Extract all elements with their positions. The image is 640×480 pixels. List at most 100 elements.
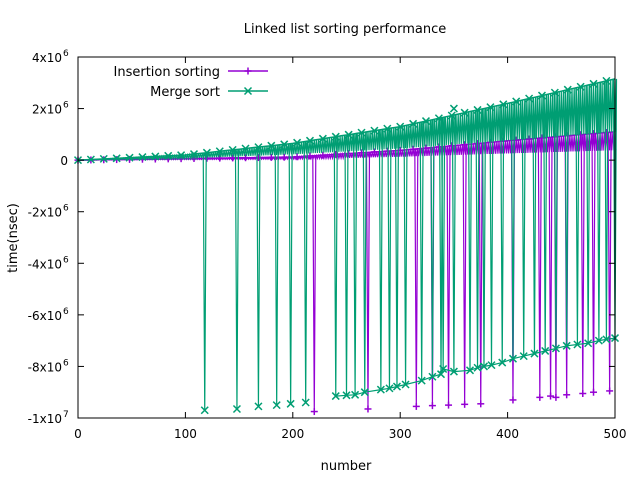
series-1-point-5 (301, 398, 310, 407)
x-tick-label-3: 300 (389, 427, 412, 441)
series-1-trend-point-384 (486, 103, 495, 112)
series-1-trend-point-432 (537, 91, 546, 100)
series-0-trend-point-324 (422, 144, 430, 152)
plot-area (73, 76, 620, 416)
series-0-point-10 (552, 393, 560, 401)
series-1-trend-point-444 (550, 88, 559, 97)
y-tick-label-0: 4x10 (32, 51, 62, 65)
series-0-trend-point-120 (203, 154, 211, 162)
series-1-spike-4 (288, 143, 293, 404)
series-1-trend-point-60 (138, 153, 147, 162)
x-tick-label-2: 200 (281, 427, 304, 441)
series-1-trend-point-396 (499, 100, 508, 109)
series-0-trend-point-156 (242, 154, 250, 162)
y-tick-label-6: -8x10 (28, 360, 62, 374)
series-1-trend-point-288 (383, 124, 392, 133)
series-1-point-2 (254, 402, 263, 411)
series-0-trend-point-240 (332, 150, 340, 158)
series-0-spike-0 (312, 155, 317, 412)
legend-swatch-insertion (228, 67, 268, 75)
x-axis: 0 100 200 300 400 500 (74, 57, 626, 441)
series-1-spike-0 (202, 152, 207, 411)
x-tick-label-0: 0 (74, 427, 82, 441)
series-1-point-3 (272, 401, 281, 410)
series-1-trend-point-192 (280, 140, 289, 149)
series-0-trend-point-288 (383, 147, 391, 155)
series-0-spike-1 (365, 152, 371, 409)
legend-marker-1 (243, 86, 253, 96)
series-1-peak-point (449, 104, 458, 113)
y-tick-label-1: 2x10 (32, 103, 62, 117)
series-0-trend-point-312 (409, 145, 417, 153)
series-1-trend-point-48 (125, 153, 134, 162)
series-0-trend-point-336 (435, 143, 443, 151)
series-1-spike-6 (333, 136, 338, 397)
y-tick-label-2: 0 (60, 154, 68, 168)
series-0-point-12 (579, 390, 587, 398)
series-0-spike-9 (548, 137, 553, 397)
series-0-point-2 (412, 402, 420, 410)
series-1-spike-10 (378, 129, 383, 390)
series-1-spike-9 (362, 132, 367, 393)
series-1-spike-14 (419, 121, 424, 381)
series-0-trend-point-192 (280, 153, 288, 161)
series-1-trend-point-480 (589, 79, 598, 88)
legend-label-merge: Merge sort (150, 85, 220, 100)
series-0-trend-point-360 (461, 141, 469, 149)
plot-frame (77, 56, 616, 419)
series-1-trend-point-408 (512, 97, 521, 106)
series-0-spike-8 (537, 138, 542, 398)
series-1-trend-point-12 (86, 155, 95, 164)
series-1-trend-point-120 (202, 148, 211, 157)
series-0-spike-13 (591, 133, 596, 393)
series-0-point-9 (547, 392, 555, 400)
series-0-point-6 (477, 400, 485, 408)
chart-title: Linked list sorting performance (244, 22, 446, 37)
series-0-trend-point-480 (590, 130, 598, 138)
series-1-spike-22 (489, 106, 494, 366)
series-1-trend-point-252 (344, 130, 353, 139)
series-1-spike-33 (604, 80, 609, 340)
series-0-spike-4 (446, 146, 451, 406)
series-1-trend-point-456 (563, 85, 572, 94)
y-tick-exponent-5: 6 (63, 307, 69, 317)
legend-label-insertion: Insertion sorting (114, 65, 221, 80)
series-1 (73, 76, 620, 415)
series-0-spike-12 (580, 134, 585, 394)
series-1-trend-point-108 (189, 150, 199, 159)
series-1-trend-point-24 (99, 154, 108, 163)
series-0-point-3 (428, 402, 436, 410)
series-0-spike-5 (462, 144, 467, 405)
series-1-trend-point-336 (434, 114, 443, 123)
series-1-trend-point-420 (525, 94, 534, 103)
series-0-point-13 (590, 388, 598, 396)
series-1-trend-point-240 (331, 132, 340, 141)
series-1-trend-point-96 (177, 151, 186, 160)
series-0-trend-point-168 (254, 154, 262, 162)
series-1-trend-point-216 (305, 136, 315, 145)
y-tick-exponent-1: 6 (63, 101, 69, 111)
y-tick-exponent-3: 6 (63, 204, 69, 214)
series-1-point-1 (232, 404, 241, 414)
series-0-spike-14 (607, 132, 612, 391)
series-1-spike-18 (451, 115, 456, 372)
series-1-spike-7 (344, 134, 349, 396)
series-1-point-0 (200, 406, 209, 415)
series-1-trend-point-204 (293, 138, 302, 147)
x-tick-label-1: 100 (174, 427, 197, 441)
y-axis-label: time(nsec) (6, 203, 21, 273)
y-tick-label-5: -6x10 (28, 309, 62, 323)
series-0-trend-point-276 (370, 148, 378, 156)
series-0-trend-point-132 (216, 154, 224, 162)
series-1-spike-11 (387, 128, 392, 389)
y-tick-exponent-0: 6 (63, 49, 69, 59)
legend: Insertion sorting Merge sort (114, 65, 268, 100)
series-0-point-1 (364, 405, 372, 413)
series-1-trend-point-312 (409, 119, 418, 128)
legend-marker-0 (244, 67, 252, 75)
series-1-trend-point-168 (254, 143, 263, 152)
y-tick-label-7: -1x10 (28, 412, 62, 426)
series-1-spike-3 (274, 145, 279, 406)
x-tick-label-4: 400 (496, 427, 519, 441)
